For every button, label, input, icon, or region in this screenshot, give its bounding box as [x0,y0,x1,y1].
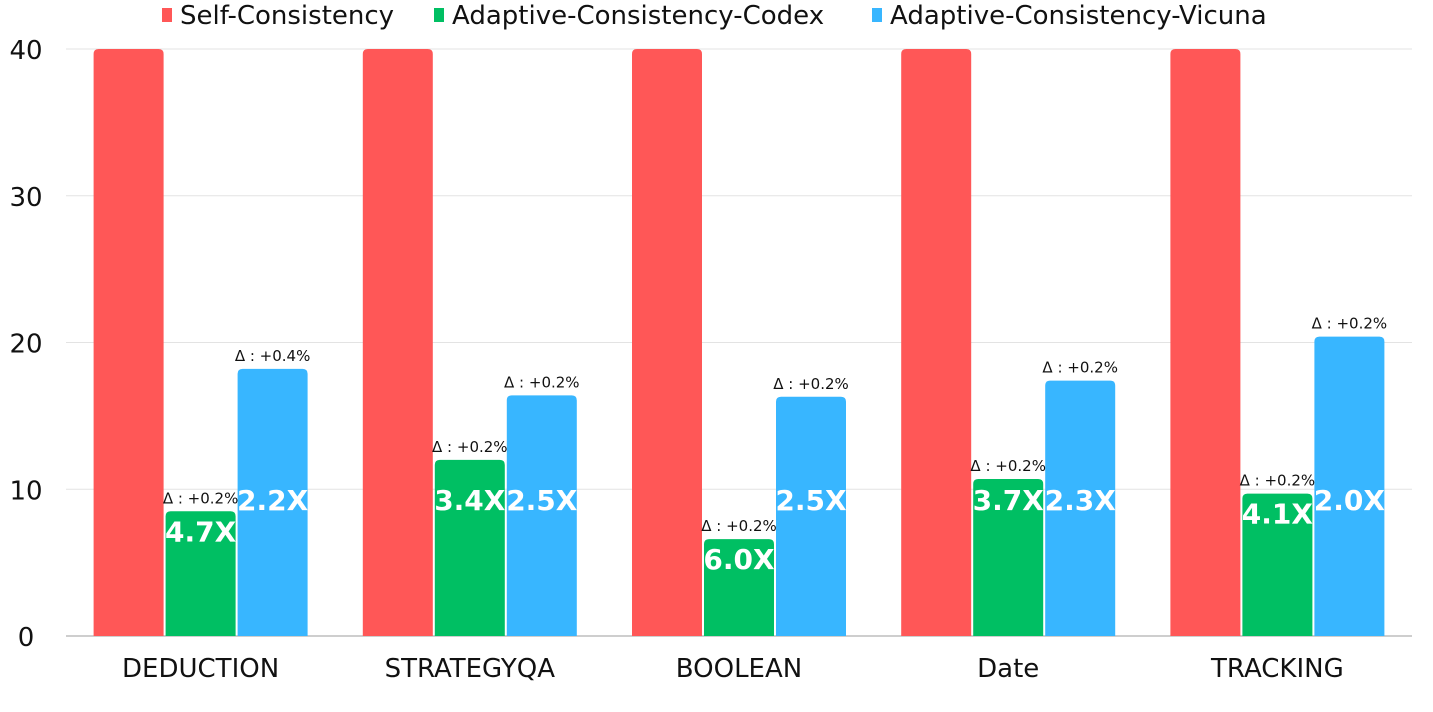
y-tick-label-0: 0 [18,623,35,653]
legend-swatch-2 [434,8,444,22]
speedup-label-date-series-3: 2.3X [1045,484,1117,517]
delta-label-boolean-series-3: Δ : +0.2% [773,375,849,393]
bar-tracking-series-2 [1242,493,1313,636]
speedup-label-tracking-series-2: 4.1X [1242,498,1314,531]
bar-deduction-series-1 [93,49,164,636]
bar-boolean-series-1 [632,49,702,636]
bar-date-series-2 [973,478,1044,636]
legend-swatch-1 [162,8,172,22]
delta-label-date-series-2: Δ : +0.2% [970,457,1046,475]
speedup-label-deduction-series-2: 4.7X [165,515,237,548]
speedup-label-boolean-series-2: 6.0X [703,543,775,576]
x-tick-label-boolean: BOOLEAN [676,654,802,684]
speedup-label-strategyqa-series-3: 2.5X [506,484,578,517]
speedup-label-date-series-2: 3.7X [973,484,1045,517]
x-tick-label-date: Date [977,654,1039,684]
x-tick-label-strategyqa: STRATEGYQA [385,654,556,684]
y-tick-label-20: 20 [9,330,42,360]
bar-deduction-series-2 [165,511,236,636]
delta-label-tracking-series-3: Δ : +0.2% [1312,315,1388,333]
delta-label-tracking-series-2: Δ : +0.2% [1240,472,1316,490]
y-tick-label-10: 10 [9,476,42,506]
delta-label-boolean-series-2: Δ : +0.2% [701,517,777,535]
bars [93,49,1385,636]
bar-labels: Δ : +0.2%4.7XΔ : +0.4%2.2XΔ : +0.2%3.4XΔ… [163,315,1387,577]
speedup-label-deduction-series-3: 2.2X [237,484,309,517]
bar-date-series-1 [901,49,972,636]
delta-label-strategyqa-series-2: Δ : +0.2% [432,438,508,456]
bar-boolean-series-3 [776,396,846,636]
delta-label-date-series-3: Δ : +0.2% [1042,359,1118,377]
x-tick-label-tracking: TRACKING [1210,654,1344,684]
bar-tracking-series-3 [1314,336,1385,636]
legend: Self-Consistency Adaptive-Consistency-Cod… [162,1,1267,31]
legend-swatch-3 [872,8,882,22]
y-tick-label-40: 40 [9,36,42,66]
bar-boolean-series-2 [704,539,774,636]
bar-strategyqa-series-2 [434,459,505,636]
bar-deduction-series-3 [237,368,308,636]
bar-date-series-3 [1045,380,1116,636]
speedup-label-strategyqa-series-2: 3.4X [434,484,506,517]
speedup-label-boolean-series-3: 2.5X [775,484,847,517]
bar-tracking-series-1 [1170,49,1241,636]
x-axis: DEDUCTION STRATEGYQA BOOLEAN Date TRACKING [122,654,1344,684]
delta-label-strategyqa-series-3: Δ : +0.2% [504,373,580,391]
legend-label-3: Adaptive-Consistency-Vicuna [890,1,1267,31]
delta-label-deduction-series-2: Δ : +0.2% [163,489,239,507]
legend-label-2: Adaptive-Consistency-Codex [452,1,824,31]
x-tick-label-deduction: DEDUCTION [122,654,279,684]
bar-strategyqa-series-1 [362,49,433,636]
speedup-label-tracking-series-3: 2.0X [1314,484,1386,517]
bar-strategyqa-series-3 [506,395,577,636]
y-tick-label-30: 30 [9,183,42,213]
delta-label-deduction-series-3: Δ : +0.4% [235,347,311,365]
legend-label-1: Self-Consistency [180,1,394,31]
